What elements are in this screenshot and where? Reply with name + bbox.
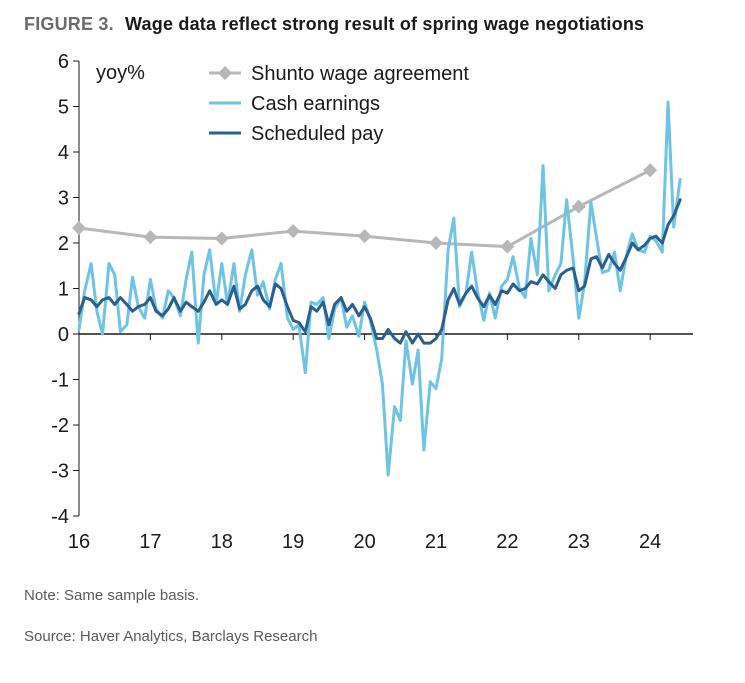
y-tick-label: -2 (51, 415, 69, 437)
figure-title-line: FIGURE 3. Wage data reflect strong resul… (24, 14, 721, 35)
figure-container: FIGURE 3. Wage data reflect strong resul… (0, 0, 745, 683)
x-tick-label: 24 (639, 531, 661, 553)
series-cash_earnings (79, 102, 680, 475)
y-tick-label: 1 (58, 279, 69, 301)
y-tick-label: -1 (51, 370, 69, 392)
series-shunto-marker (215, 231, 229, 245)
y-tick-label: 6 (58, 51, 69, 73)
legend-label-scheduled_pay: Scheduled pay (251, 123, 383, 145)
x-tick-label: 21 (425, 531, 447, 553)
series-shunto-marker (286, 224, 300, 238)
x-tick-label: 16 (68, 531, 90, 553)
figure-note: Note: Same sample basis. (24, 582, 721, 609)
wage-line-chart: yoy%-4-3-2-10123456161718192021222324Shu… (24, 51, 721, 556)
figure-title: Wage data reflect strong result of sprin… (125, 14, 644, 34)
x-tick-label: 17 (139, 531, 161, 553)
x-tick-label: 20 (353, 531, 375, 553)
legend-label-cash_earnings: Cash earnings (251, 93, 380, 115)
x-tick-label: 18 (211, 531, 233, 553)
series-shunto-marker (500, 240, 514, 254)
x-tick-label: 19 (282, 531, 304, 553)
y-tick-label: 5 (58, 97, 69, 119)
y-axis-label: yoy% (96, 62, 145, 84)
y-tick-label: 2 (58, 233, 69, 255)
y-tick-label: 0 (58, 324, 69, 346)
y-tick-label: -3 (51, 461, 69, 483)
legend-label-shunto: Shunto wage agreement (251, 63, 469, 85)
series-shunto-marker (643, 163, 657, 177)
x-tick-label: 22 (496, 531, 518, 553)
x-tick-label: 23 (568, 531, 590, 553)
y-tick-label: 3 (58, 188, 69, 210)
series-shunto-marker (572, 200, 586, 214)
y-tick-label: 4 (58, 142, 69, 164)
y-tick-label: -4 (51, 506, 69, 528)
series-shunto-marker (429, 236, 443, 250)
figure-number: FIGURE 3. (24, 14, 114, 34)
figure-source: Source: Haver Analytics, Barclays Resear… (24, 623, 721, 650)
series-shunto-marker (143, 230, 157, 244)
series-shunto-marker (72, 221, 86, 235)
legend-marker-shunto (218, 66, 232, 80)
series-shunto-marker (358, 229, 372, 243)
figure-notes: Note: Same sample basis. Source: Haver A… (24, 582, 721, 650)
